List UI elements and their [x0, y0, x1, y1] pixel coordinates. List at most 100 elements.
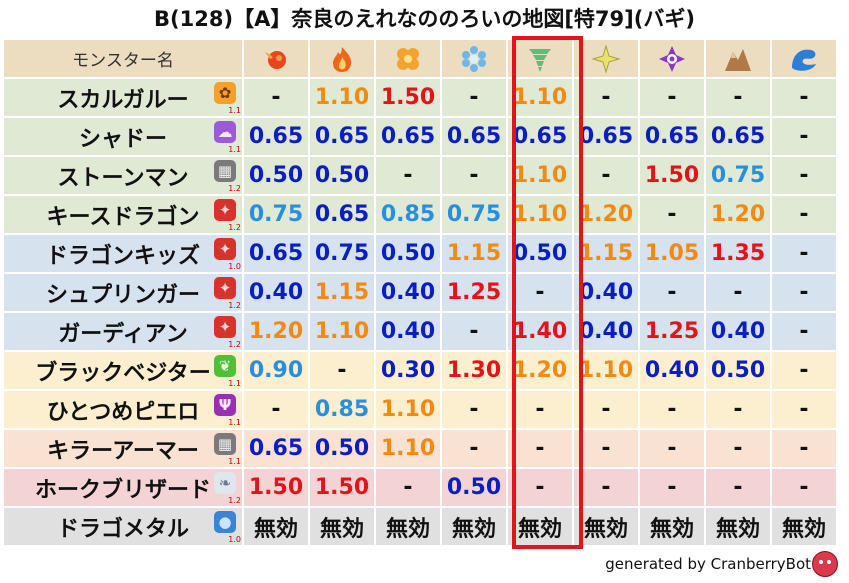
resistance-value: - — [706, 391, 770, 428]
table-row: キースドラゴン ✦ 1.2 0.75 0.65 0.85 0.75 1.10 1.20-1.20… — [4, 196, 836, 233]
monster-version: 1.1 — [228, 145, 241, 154]
resistance-value: 1.10 — [508, 79, 572, 116]
resistance-value: 1.20 — [244, 313, 308, 350]
resistance-value: - — [772, 118, 836, 155]
dragon-icon: ✦ — [214, 316, 236, 338]
monster-name-cell: ひとつめピエロ Ψ 1.1 — [4, 391, 242, 428]
resistance-value: 1.10 — [508, 157, 572, 194]
table-row: ドラゴンキッズ ✦ 1.0 0.65 0.75 0.50 1.15 0.50 1.15 1.05 1… — [4, 235, 836, 272]
resistance-value: 0.65 — [574, 118, 638, 155]
resistance-value: - — [442, 79, 506, 116]
element-header-7 — [706, 40, 770, 77]
resistance-value: 1.15 — [442, 235, 506, 272]
resistance-value: 無効 — [640, 508, 704, 545]
monster-name-header: モンスター名 — [4, 40, 242, 77]
element-header-4 — [508, 40, 572, 77]
resistance-value: 1.40 — [508, 313, 572, 350]
resistance-value: - — [310, 352, 374, 389]
monster-version: 1.2 — [228, 184, 241, 193]
table-row: キラーアーマー ▦ 1.1 0.65 0.50 1.10- - - - - - — [4, 430, 836, 467]
resistance-value: 0.65 — [244, 118, 308, 155]
resistance-value: - — [442, 430, 506, 467]
resistance-value: 0.40 — [376, 313, 440, 350]
wind-tornado-icon — [525, 44, 555, 74]
monster-version: 1.1 — [228, 418, 241, 427]
resistance-value: 0.85 — [310, 391, 374, 428]
monster-name-cell: ドラゴンキッズ ✦ 1.0 — [4, 235, 242, 272]
flame-icon — [327, 44, 357, 74]
footer-credit: generated by CranberryBot — [605, 555, 811, 573]
resistance-value: 1.10 — [376, 391, 440, 428]
table-row: スカルガルー ✿ 1.1-1.10 1.50-1.10- - - - — [4, 79, 836, 116]
resistance-value: 1.10 — [376, 430, 440, 467]
monster-name: ホークブリザード — [34, 477, 211, 503]
resistance-value: 0.50 — [442, 469, 506, 506]
resistance-value: 1.10 — [310, 79, 374, 116]
water-wave-icon — [789, 44, 819, 74]
resistance-value: 0.40 — [244, 274, 308, 311]
monster-name-cell: シュプリンガー ✦ 1.2 — [4, 274, 242, 311]
resistance-value: - — [442, 391, 506, 428]
resistance-value: 0.65 — [244, 430, 308, 467]
dragon-icon: ✦ — [214, 199, 236, 221]
monster-name: キースドラゴン — [46, 204, 200, 230]
element-header-2 — [376, 40, 440, 77]
monster-name: ドラゴンキッズ — [45, 243, 200, 269]
resistance-value: 0.75 — [706, 157, 770, 194]
resistance-value: 1.15 — [574, 235, 638, 272]
resistance-value: 無効 — [442, 508, 506, 545]
resistance-value: 1.20 — [508, 352, 572, 389]
dragon-icon: ✦ — [214, 277, 236, 299]
table-body: スカルガルー ✿ 1.1-1.10 1.50-1.10- - - - シャドー ☁ 1.1 0.65… — [4, 79, 836, 545]
resistance-value: 1.20 — [706, 196, 770, 233]
resistance-value: - — [244, 391, 308, 428]
resistance-value: - — [640, 430, 704, 467]
resistance-value: - — [442, 313, 506, 350]
monster-name-cell: ドラゴメタル ● 1.0 — [4, 508, 242, 545]
monster-name: キラーアーマー — [47, 438, 199, 464]
resistance-value: - — [772, 430, 836, 467]
resistance-value: 無効 — [574, 508, 638, 545]
resistance-value: 無効 — [508, 508, 572, 545]
resistance-value: 1.50 — [244, 469, 308, 506]
monster-version: 1.1 — [228, 457, 241, 466]
resistance-value: 0.65 — [442, 118, 506, 155]
cranberry-bot-icon — [812, 551, 838, 577]
resistance-value: 0.75 — [442, 196, 506, 233]
monster-name-cell: ホークブリザード ❧ 1.2 — [4, 469, 242, 506]
resistance-value: - — [706, 469, 770, 506]
resistance-value: - — [772, 79, 836, 116]
monster-version: 1.0 — [228, 535, 241, 544]
resistance-value: 1.05 — [640, 235, 704, 272]
element-header-3 — [442, 40, 506, 77]
resistance-value: 無効 — [706, 508, 770, 545]
resistance-value: - — [508, 430, 572, 467]
monster-version: 1.1 — [228, 379, 241, 388]
resistance-value: - — [508, 391, 572, 428]
monster-name: ストーンマン — [57, 165, 189, 191]
resistance-value: 0.75 — [244, 196, 308, 233]
fire-ball-icon — [261, 44, 291, 74]
resistance-value: 1.25 — [640, 313, 704, 350]
monster-version: 1.1 — [228, 106, 241, 115]
table-row: ホークブリザード ❧ 1.2 1.50 1.50-0.50- - - - - — [4, 469, 836, 506]
brick-icon: ▦ — [214, 160, 236, 182]
monster-name: ドラゴメタル — [56, 516, 189, 542]
metal-slime-icon: ● — [214, 511, 236, 533]
table-row: ガーディアン ✦ 1.2 1.20 1.10 0.40-1.40 0.40 1.25 0.40- — [4, 313, 836, 350]
brick-icon: ▦ — [214, 433, 236, 455]
monster-name: ガーディアン — [58, 321, 188, 347]
resistance-value: 0.50 — [376, 235, 440, 272]
resistance-value: - — [574, 430, 638, 467]
resistance-value: - — [772, 196, 836, 233]
monster-version: 1.2 — [228, 223, 241, 232]
resistance-value: - — [640, 79, 704, 116]
shadow-icon: ☁ — [214, 121, 236, 143]
resistance-value: - — [574, 391, 638, 428]
resistance-value: - — [574, 79, 638, 116]
element-header-8 — [772, 40, 836, 77]
lightning-icon — [591, 43, 621, 74]
resistance-value: - — [772, 157, 836, 194]
resistance-value: 1.10 — [508, 196, 572, 233]
resistance-value: - — [376, 469, 440, 506]
